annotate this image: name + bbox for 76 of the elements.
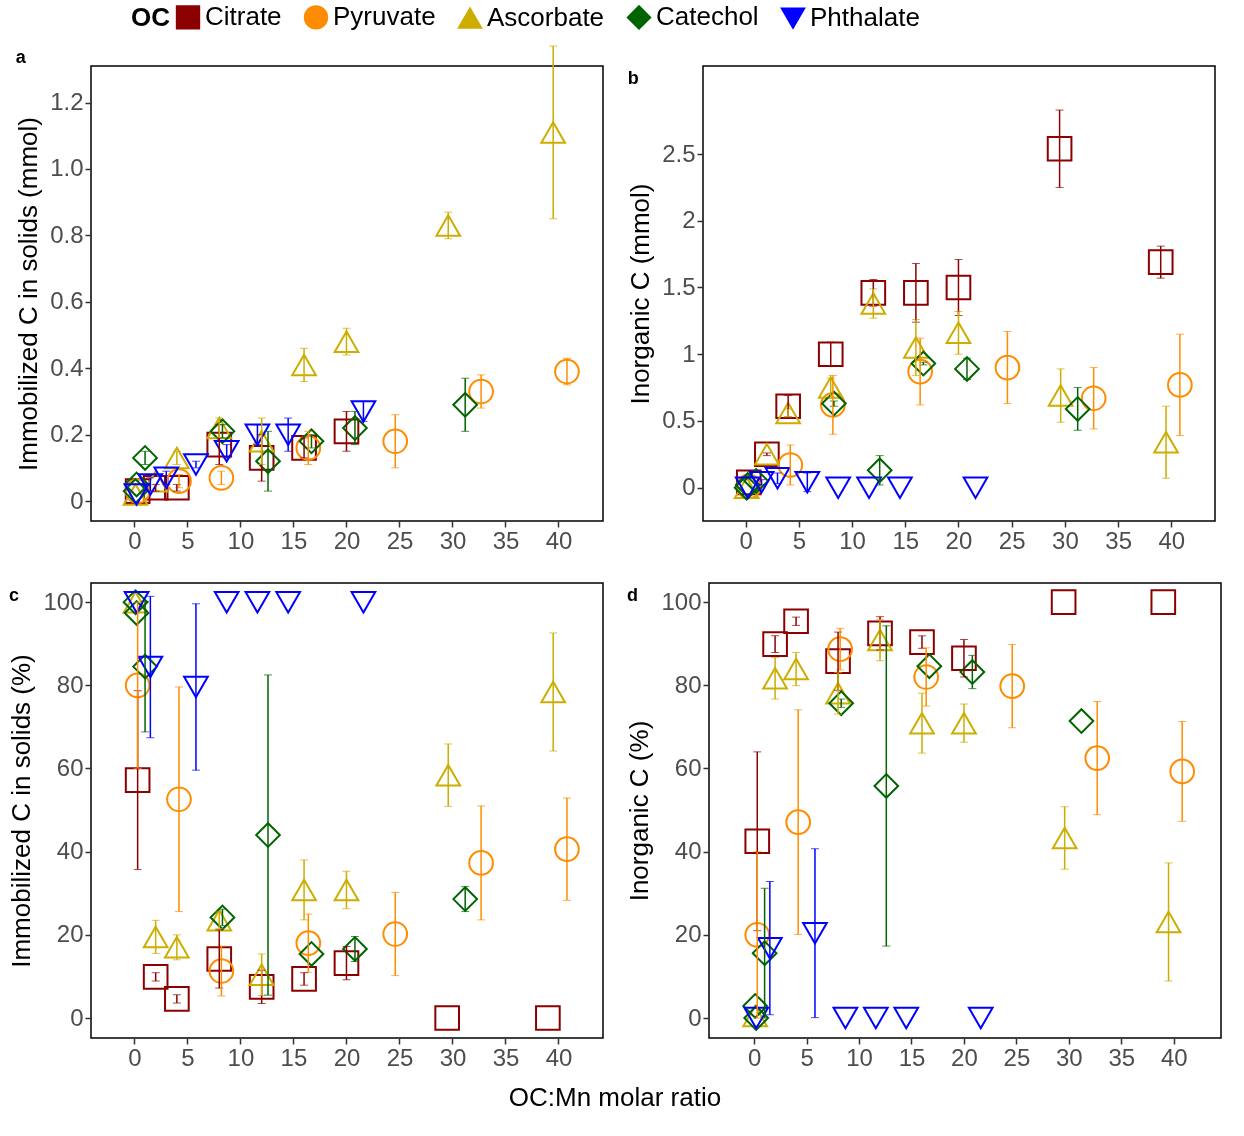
y-tick-label: 80 [674,670,702,698]
chart-title: a [15,47,27,68]
y-tick-label: 2.5 [662,139,696,167]
y-tick-label: 60 [56,753,84,781]
chart-title: b [627,68,639,88]
x-tick-label: 0 [128,1043,142,1071]
x-tick-label: 40 [1158,526,1186,554]
x-tick-label: 25 [998,526,1026,554]
x-tick-label: 10 [227,1043,255,1071]
x-tick-label: 0 [739,526,753,554]
chart-title: d [626,585,638,605]
legend-label: Ascorbate [487,2,605,33]
x-tick-label: 40 [1160,1043,1188,1071]
y-tick-label: 80 [56,670,84,698]
x-tick-label: 35 [492,526,520,554]
y-tick-label: 0.5 [662,406,696,434]
x-tick-label: 5 [800,1043,814,1071]
y-tick-label: 1.5 [662,273,696,300]
y-tick-label: 40 [674,837,702,865]
x-tick-label: 30 [1056,1043,1083,1071]
y-tick-label: 1.0 [50,154,84,182]
y-tick-label: 20 [674,920,702,948]
y-tick-label: 1 [682,339,696,367]
y-tick-label: 2 [682,206,696,234]
chart-title: c [8,585,19,605]
x-tick-label: 25 [1003,1043,1031,1071]
x-tick-label: 15 [898,1043,926,1071]
x-tick-label: 20 [333,526,361,554]
x-tick-label: 35 [1105,526,1132,554]
y-tick-label: 0.2 [50,420,84,448]
y-tick-label: 100 [43,587,84,615]
x-tick-label: 20 [945,526,973,554]
y-tick-label: 100 [661,587,702,615]
x-tick-label: 35 [492,1043,520,1071]
y-tick-label: 0.6 [50,287,84,315]
x-tick-label: 25 [386,1043,414,1071]
y-axis-title: Immobilized C in solids (mmol) [13,117,44,471]
y-tick-label: 0 [682,473,696,501]
legend-label: Catechol [656,1,759,32]
y-tick-label: 0 [70,1003,84,1031]
legend-label: Citrate [205,1,282,32]
x-tick-label: 25 [386,526,414,554]
x-tick-label: 10 [227,526,255,554]
x-tick-label: 0 [747,1043,762,1071]
x-tick-label: 15 [280,1043,308,1071]
y-axis-title: Inorganic C (mmol) [625,183,656,405]
x-tick-label: 10 [839,526,866,554]
y-tick-label: 0 [688,1003,702,1031]
x-tick-label: 0 [128,526,142,554]
y-tick-label: 0 [70,486,84,514]
y-tick-label: 60 [674,753,702,781]
x-tick-label: 30 [1052,526,1079,554]
legend-label: Phthalate [810,2,920,33]
x-tick-label: 20 [951,1043,978,1071]
x-tick-label: 15 [280,526,308,554]
y-tick-label: 1.2 [50,88,84,116]
y-axis-title: Immobilized C in solids (%) [6,654,37,968]
legend-title: OC [131,2,171,32]
x-tick-label: 30 [439,526,467,554]
x-tick-label: 35 [1108,1043,1136,1071]
x-tick-label: 20 [333,1043,361,1071]
y-tick-label: 20 [56,920,84,948]
x-tick-label: 10 [846,1043,873,1071]
x-tick-label: 5 [792,526,806,554]
legend-label: Pyruvate [333,1,436,32]
y-tick-label: 0.4 [50,353,84,381]
x-tick-label: 40 [545,1043,573,1071]
x-tick-label: 30 [439,1043,467,1071]
x-tick-label: 15 [892,526,920,554]
x-axis-title: OC:Mn molar ratio [508,1081,722,1112]
x-tick-label: 40 [545,526,573,554]
x-tick-label: 5 [181,526,195,554]
x-tick-label: 5 [181,1043,195,1071]
y-axis-title: Inorganic C (%) [624,720,655,902]
y-tick-label: 40 [56,837,84,865]
y-tick-label: 0.8 [50,220,84,248]
